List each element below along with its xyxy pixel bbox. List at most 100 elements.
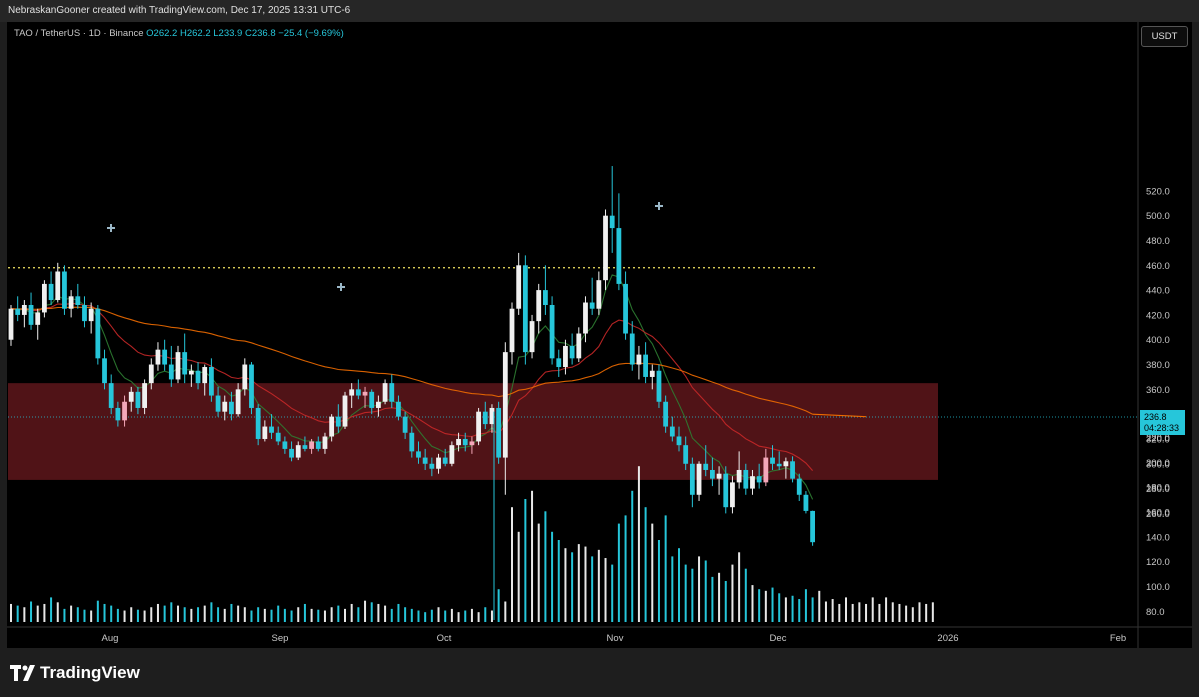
volume-bar (551, 531, 554, 622)
tradingview-logo-icon (10, 665, 36, 681)
candle-body (382, 383, 388, 402)
candle-body (502, 352, 508, 458)
volume-bar (851, 603, 854, 622)
candle-body (242, 364, 248, 390)
time-tick-label: Dec (770, 633, 787, 644)
candle-body (202, 367, 208, 384)
price-tick-label: 200.0 (1146, 458, 1170, 469)
volume-bar (444, 610, 447, 622)
price-tick-label: 80.0 (1146, 607, 1165, 618)
volume-bar (116, 608, 119, 622)
price-tick-label: 180.0 (1146, 483, 1170, 494)
candle-body (736, 469, 742, 483)
candle-body (616, 228, 622, 284)
tradingview-logo[interactable]: TradingView (10, 663, 140, 683)
volume-bar (744, 568, 747, 622)
ema-mid-line (10, 303, 814, 471)
volume-bar (611, 564, 614, 622)
candle-body (122, 401, 127, 421)
volume-bar (878, 603, 881, 622)
volume-bar (711, 576, 714, 622)
volume-bar (16, 605, 19, 622)
volume-bar (671, 556, 674, 622)
volume-bar (764, 590, 767, 622)
candle-body (603, 215, 608, 281)
volume-bar (344, 608, 346, 622)
volume-bar (450, 608, 453, 622)
candle-body (482, 411, 488, 425)
candle-body (82, 304, 87, 322)
candle-body (349, 389, 355, 396)
ema-slow-line (10, 306, 813, 415)
price-tick-label: 460.0 (1146, 261, 1170, 272)
volume-bar (591, 556, 594, 622)
candle-body (449, 445, 455, 464)
footer-bar (0, 648, 1199, 697)
ohlc-high: H262.2 (179, 28, 211, 39)
volume-bar (497, 589, 500, 622)
candle-body (315, 441, 321, 449)
candle-body (269, 426, 274, 433)
last-price-tag: 236.8 04:28:33 (1140, 410, 1185, 435)
candle-body (596, 280, 602, 309)
candle-body (168, 364, 174, 380)
volume-bar (484, 607, 487, 622)
candle-body (529, 321, 535, 353)
volume-bar (183, 607, 186, 622)
candle-body (730, 482, 735, 508)
volume-bar (464, 610, 467, 622)
volume-bar (804, 589, 807, 622)
candle-body (369, 391, 375, 408)
candle-body (770, 457, 775, 464)
volume-bar (905, 605, 908, 622)
volume-bar (678, 548, 680, 622)
volume-bar (96, 600, 99, 622)
volume-bar (377, 603, 380, 622)
currency-button[interactable]: USDT (1141, 26, 1188, 47)
candle-body (28, 304, 34, 325)
candle-body (663, 401, 669, 427)
candle-body (790, 461, 795, 479)
volume-bar (223, 608, 226, 622)
volume-bar (457, 612, 460, 622)
volume-bar (644, 507, 647, 622)
volume-bar (604, 558, 607, 622)
candle-body (229, 401, 234, 415)
price-tick-label: 280.0 (1146, 484, 1170, 495)
volume-bar (257, 607, 260, 622)
candle-body (750, 476, 755, 489)
price-tick-label: 320.0 (1146, 434, 1170, 445)
volume-bar (76, 607, 79, 622)
volume-bar (718, 572, 721, 622)
ohlc-change: −25.4 (−9.69%) (278, 28, 344, 39)
candle-body (703, 463, 709, 470)
candle-body (589, 302, 595, 309)
candle-body (669, 426, 675, 437)
candle-body (355, 389, 361, 396)
volume-bar (524, 499, 527, 622)
candle-body (543, 290, 548, 305)
price-tick-label: 160.0 (1146, 508, 1170, 519)
candle-body (148, 364, 154, 384)
candle-body (188, 370, 194, 375)
candle-body (442, 457, 448, 464)
time-tick-label: Feb (1110, 633, 1126, 644)
candle-body (609, 215, 615, 229)
volume-bar (511, 507, 513, 622)
volume-bar (931, 602, 934, 622)
volume-bar (691, 568, 694, 622)
volume-bar (357, 607, 360, 622)
chart-pane[interactable] (7, 22, 1192, 648)
candle-body (195, 370, 201, 384)
volume-bar (838, 603, 841, 622)
volume-bar (404, 607, 407, 622)
candle-body (68, 296, 74, 309)
volume-bar (865, 603, 868, 622)
volume-bar (130, 607, 133, 622)
volume-bar (36, 605, 39, 622)
volume-bar (90, 610, 93, 622)
candle-body (215, 395, 221, 412)
time-tick-label: Nov (607, 633, 624, 644)
attribution-bar: NebraskanGooner created with TradingView… (0, 0, 1199, 22)
